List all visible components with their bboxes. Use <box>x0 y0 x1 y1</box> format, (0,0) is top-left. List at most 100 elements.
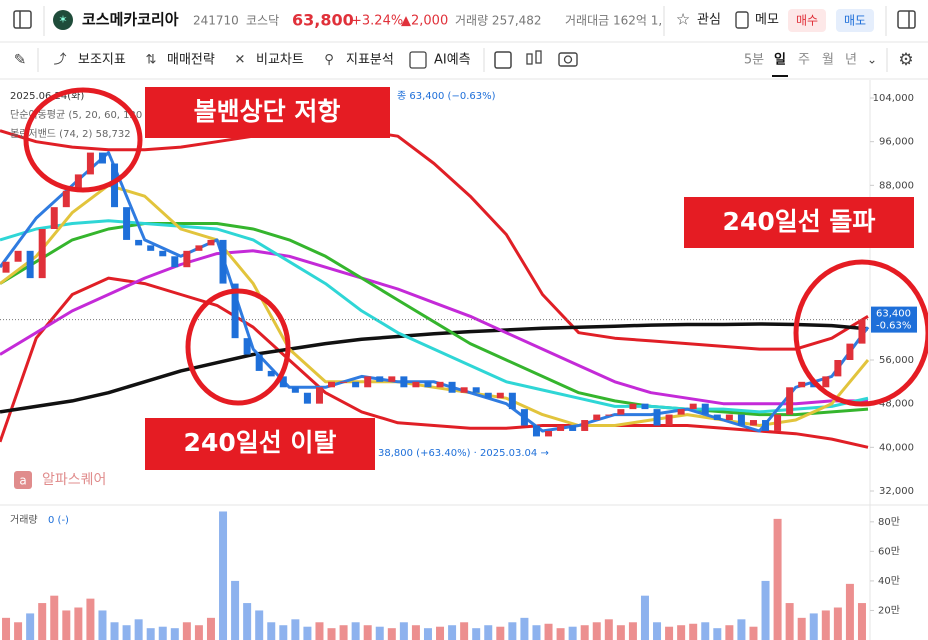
volume-bar <box>38 603 47 640</box>
volume-bar <box>821 610 830 640</box>
indicator-line <box>0 219 869 414</box>
volume-bar <box>303 626 312 640</box>
candle <box>98 152 106 164</box>
volume-bar <box>797 617 806 640</box>
annotation-box <box>684 197 914 248</box>
buy-button[interactable]: 매수 <box>796 14 818 28</box>
sell-button-bg[interactable] <box>836 9 874 32</box>
buy-button-bg[interactable] <box>788 9 826 32</box>
svg-text:☆: ☆ <box>676 10 690 29</box>
period-tab[interactable]: 주 <box>798 53 810 68</box>
legend-bb: 볼린저밴드 (74, 2) 58,732 <box>10 128 131 140</box>
candle <box>38 228 46 279</box>
candle <box>123 207 131 240</box>
volume-bar <box>219 511 228 640</box>
settings[interactable]: ⚙ <box>898 50 913 70</box>
candle <box>147 245 155 251</box>
toolbar-item[interactable]: 지표분석 <box>346 53 394 68</box>
volume-bar <box>436 626 445 640</box>
candle <box>786 387 794 415</box>
candle <box>328 381 336 388</box>
annotation: 볼밴상단 저항 <box>194 97 341 126</box>
sidebar-toggle[interactable] <box>13 10 32 29</box>
volume-bar <box>640 595 649 640</box>
candle <box>400 376 408 388</box>
indicator-line <box>0 322 869 414</box>
toolbar-item[interactable]: 비교차트 <box>256 53 304 68</box>
volume-bar <box>327 628 336 640</box>
period-tab[interactable]: 월 <box>822 53 834 68</box>
volume-tick-label: 40만 <box>878 575 900 587</box>
volume-bar <box>556 628 565 640</box>
volume-tick-label: 80만 <box>878 516 900 528</box>
candle <box>376 376 384 382</box>
candle <box>762 420 770 431</box>
volume-bar <box>231 580 240 640</box>
volume-bar <box>665 626 674 640</box>
candle <box>388 376 396 382</box>
draw-rect-tool[interactable] <box>494 51 512 69</box>
volume-bar <box>809 613 818 640</box>
candle <box>629 403 637 410</box>
volume-bar <box>532 625 541 640</box>
toolbar-item[interactable]: 매매전략 <box>167 53 215 68</box>
last-price-tag <box>871 306 917 333</box>
candle <box>545 430 553 437</box>
volume-bar <box>387 628 396 640</box>
indicator-line <box>0 151 870 433</box>
volume-bar <box>158 626 167 640</box>
volume-bar <box>375 626 384 640</box>
candle <box>62 190 70 208</box>
memo-button[interactable]: 메모 <box>755 13 779 28</box>
volume-bar <box>74 607 83 640</box>
candle <box>448 381 456 393</box>
volume-bar <box>472 628 481 640</box>
candle <box>74 174 82 191</box>
sell-button[interactable]: 매도 <box>844 14 866 28</box>
candle <box>520 409 528 426</box>
highlight-circle <box>23 87 143 193</box>
stock-logo <box>53 10 73 30</box>
volume-bar <box>26 613 35 640</box>
highlight-circle <box>793 259 928 407</box>
candle <box>725 414 733 421</box>
candle <box>569 425 577 431</box>
candle <box>496 392 504 399</box>
volume-bar <box>520 617 529 640</box>
volume-bar <box>279 625 288 640</box>
candle <box>243 338 251 355</box>
volume-bar <box>592 622 601 640</box>
candle <box>472 387 480 393</box>
candle <box>605 414 613 416</box>
candle-tool[interactable] <box>526 53 533 65</box>
period-tab[interactable]: 5분 <box>744 53 764 68</box>
volume-bar <box>255 610 264 640</box>
volume-bar <box>267 622 276 640</box>
annotation: 240일선 이탈 <box>184 428 337 457</box>
candle <box>364 376 372 388</box>
volume-bar <box>713 628 722 640</box>
candle <box>749 420 757 426</box>
candle <box>111 163 119 208</box>
toolbar-item[interactable]: 보조지표 <box>78 53 126 68</box>
watermark-logo <box>14 471 32 489</box>
y-tick-label: 32,000 <box>879 486 914 497</box>
candle <box>86 152 94 175</box>
stock-name[interactable]: 코스메카코리아 <box>82 11 179 29</box>
screenshot-tool[interactable] <box>558 52 578 67</box>
legend-ma: 단순이동평균 (5, 20, 60, 120 <box>10 109 142 121</box>
period-tab[interactable]: 년 <box>845 53 857 68</box>
toolbar-item[interactable]: AI예측 <box>434 53 471 68</box>
volume-bar <box>689 623 698 640</box>
candle <box>822 376 830 388</box>
favorite-button[interactable]: 관심 <box>697 13 721 28</box>
candle <box>581 420 589 431</box>
annotation-box <box>145 418 375 470</box>
period-tab[interactable]: 일 <box>774 53 786 68</box>
panel-toggle[interactable] <box>897 10 916 29</box>
candle <box>846 343 854 360</box>
y-tick-label: 104,000 <box>873 93 914 104</box>
candle <box>195 245 203 251</box>
y-tick-label: 88,000 <box>879 180 914 191</box>
volume-tick-label: 20만 <box>878 604 900 616</box>
